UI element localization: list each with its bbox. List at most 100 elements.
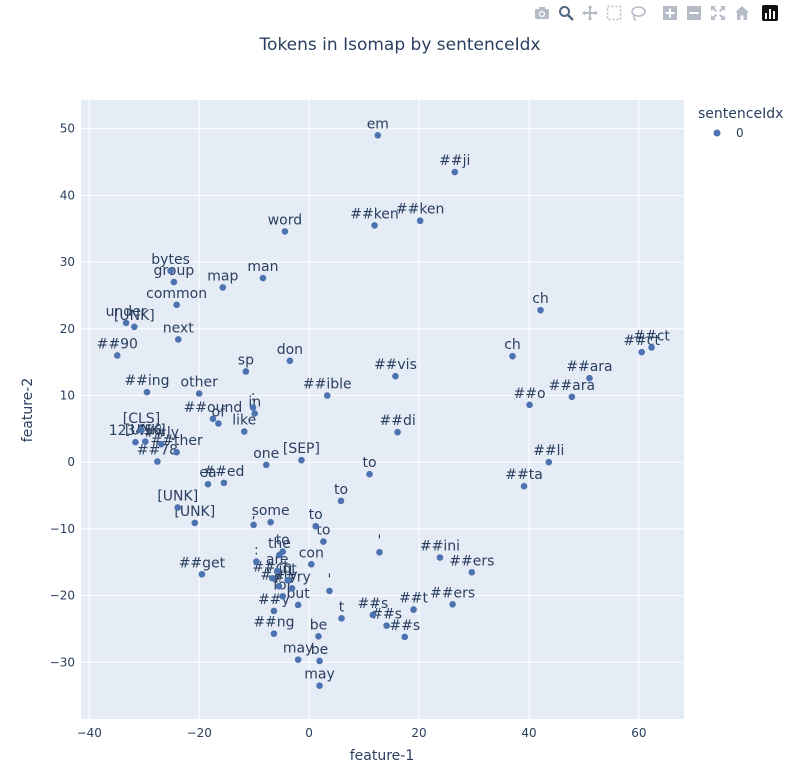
data-point[interactable]	[374, 132, 382, 139]
data-point[interactable]	[157, 440, 165, 448]
data-point[interactable]	[195, 390, 203, 397]
data-point[interactable]	[198, 570, 206, 578]
data-point[interactable]	[267, 518, 274, 526]
point-label: ea	[199, 465, 216, 481]
point-label: [CLS]	[123, 411, 160, 427]
data-point[interactable]	[281, 228, 289, 235]
reset-axes-icon[interactable]	[734, 5, 750, 21]
data-point[interactable]	[410, 606, 417, 613]
point-label: ##di	[379, 413, 415, 429]
data-point[interactable]	[520, 482, 528, 490]
data-point[interactable]	[326, 587, 333, 595]
data-point[interactable]	[174, 336, 182, 343]
data-point[interactable]	[131, 323, 138, 331]
data-point[interactable]	[449, 600, 456, 608]
data-point[interactable]	[323, 392, 331, 399]
plotly-logo-icon[interactable]	[762, 5, 778, 21]
data-point[interactable]	[204, 480, 212, 488]
legend-item[interactable]: 0	[713, 126, 744, 140]
data-point[interactable]	[315, 632, 322, 640]
data-point[interactable]	[174, 504, 182, 511]
data-point[interactable]	[270, 630, 278, 637]
data-point[interactable]	[338, 614, 345, 622]
data-point[interactable]	[298, 456, 305, 464]
data-point[interactable]	[219, 284, 227, 291]
data-point[interactable]	[253, 558, 260, 565]
data-point[interactable]	[191, 519, 199, 527]
data-point[interactable]	[294, 601, 302, 609]
data-point[interactable]	[273, 567, 281, 575]
x-tick-label: −20	[187, 726, 212, 740]
data-point[interactable]	[392, 372, 399, 380]
autoscale-icon[interactable]	[710, 5, 726, 21]
data-point[interactable]	[259, 274, 267, 282]
data-point[interactable]	[369, 611, 377, 619]
data-point[interactable]	[154, 458, 161, 465]
data-point[interactable]	[242, 368, 250, 375]
data-point[interactable]	[279, 548, 287, 555]
data-point[interactable]	[451, 168, 459, 176]
data-point[interactable]	[537, 306, 544, 314]
data-point[interactable]	[371, 222, 378, 229]
data-point[interactable]	[294, 656, 302, 663]
data-point[interactable]	[366, 470, 373, 478]
lasso-icon[interactable]	[630, 5, 646, 21]
data-point[interactable]	[308, 560, 315, 568]
data-point[interactable]	[268, 574, 276, 582]
data-point[interactable]	[316, 682, 323, 689]
data-point[interactable]	[288, 584, 296, 592]
data-point[interactable]	[509, 352, 516, 360]
data-point[interactable]	[240, 428, 248, 435]
data-point[interactable]	[215, 420, 222, 427]
data-point[interactable]	[436, 554, 444, 561]
data-point[interactable]	[286, 357, 294, 365]
data-point[interactable]	[132, 438, 139, 446]
data-point[interactable]	[638, 348, 645, 356]
data-point[interactable]	[262, 461, 270, 469]
data-point[interactable]	[648, 344, 655, 351]
plot-area[interactable]	[81, 100, 684, 719]
data-point[interactable]	[337, 497, 345, 505]
data-point[interactable]	[416, 217, 424, 225]
y-tick-label: −30	[50, 655, 75, 669]
box-select-icon[interactable]	[606, 5, 622, 21]
data-point[interactable]	[316, 657, 323, 665]
data-point[interactable]	[250, 521, 257, 529]
point-label: ##ch	[252, 559, 292, 575]
data-point[interactable]	[468, 568, 476, 576]
data-point[interactable]	[142, 438, 149, 445]
point-label: next	[163, 320, 195, 336]
data-point[interactable]	[401, 633, 409, 641]
camera-icon[interactable]	[534, 5, 550, 21]
data-point[interactable]	[568, 393, 576, 401]
zoom-in-icon[interactable]	[662, 5, 678, 21]
data-point[interactable]	[586, 374, 593, 382]
data-point[interactable]	[173, 301, 180, 309]
data-point[interactable]	[270, 607, 278, 615]
pan-icon[interactable]	[582, 5, 598, 21]
data-point[interactable]	[122, 319, 130, 327]
data-point[interactable]	[170, 278, 178, 286]
data-point[interactable]	[249, 404, 257, 411]
data-point[interactable]	[220, 479, 228, 487]
data-point[interactable]	[113, 352, 121, 359]
data-point[interactable]	[275, 582, 283, 590]
data-point[interactable]	[143, 388, 151, 396]
data-point[interactable]	[284, 576, 291, 584]
data-point[interactable]	[526, 401, 533, 409]
data-point[interactable]	[320, 538, 327, 545]
data-point[interactable]	[383, 622, 390, 629]
data-point[interactable]	[376, 548, 383, 556]
data-point[interactable]	[138, 426, 145, 434]
data-point[interactable]	[545, 458, 553, 466]
data-point[interactable]	[394, 428, 401, 436]
data-point[interactable]	[279, 592, 287, 600]
data-point[interactable]	[251, 410, 258, 417]
data-point[interactable]	[167, 267, 174, 275]
zoom-out-icon[interactable]	[686, 5, 702, 21]
data-point[interactable]	[173, 448, 180, 456]
point-label: map	[207, 268, 238, 284]
zoom-icon[interactable]	[558, 5, 574, 21]
data-point[interactable]	[312, 522, 320, 530]
data-point[interactable]	[209, 415, 217, 423]
